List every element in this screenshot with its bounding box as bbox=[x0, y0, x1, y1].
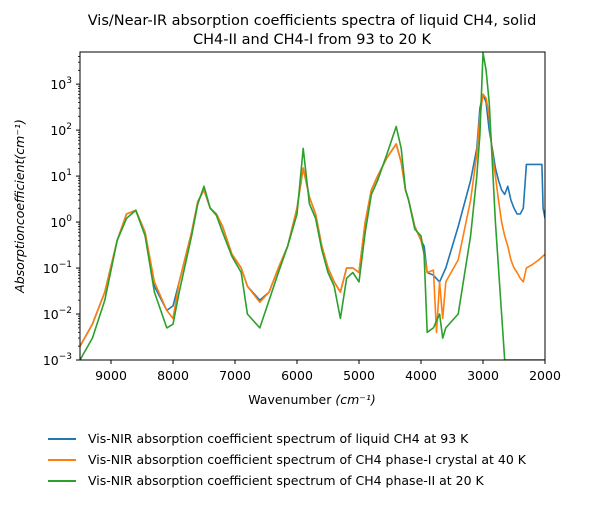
x-axis-label: Wavenumber (cm⁻¹) bbox=[248, 392, 376, 407]
y-tick-label: 102 bbox=[50, 122, 72, 138]
y-tick-label: 10−3 bbox=[43, 352, 72, 368]
legend-swatch-phase-i bbox=[48, 458, 76, 461]
chart-title-line-2: CH4-II and CH4-I from 93 to 20 K bbox=[193, 32, 432, 48]
x-axis-label-text: Wavenumber bbox=[248, 392, 332, 407]
x-tick-label: 4000 bbox=[405, 368, 437, 383]
legend-item-liquid: Vis-NIR absorption coefficient spectrum … bbox=[46, 428, 526, 449]
chart-title-line-1: Vis/Near-IR absorption coefficients spec… bbox=[88, 13, 537, 29]
y-axis: 10−3 10−2 10−1 100 101 102 103 bbox=[43, 56, 80, 368]
series-phase-i bbox=[80, 93, 545, 347]
x-tick-label: 5000 bbox=[343, 368, 375, 383]
legend-item-phase-ii: Vis-NIR absorption coefficient spectrum … bbox=[46, 470, 526, 491]
y-tick-label: 10−2 bbox=[43, 306, 72, 322]
y-tick-label: 103 bbox=[50, 76, 72, 92]
x-tick-label: 2000 bbox=[529, 368, 561, 383]
x-tick-label: 9000 bbox=[95, 368, 127, 383]
plot-frame bbox=[79, 51, 546, 361]
legend-swatch-liquid bbox=[48, 437, 76, 440]
legend-label-phase-i: Vis-NIR absorption coefficient spectrum … bbox=[88, 452, 526, 467]
y-axis-label: Absorptioncoefficient(cm⁻¹) bbox=[12, 119, 27, 294]
y-tick-label: 10−1 bbox=[43, 260, 72, 276]
series-layer bbox=[80, 52, 545, 360]
legend-item-phase-i: Vis-NIR absorption coefficient spectrum … bbox=[46, 449, 526, 470]
x-axis: 9000 8000 7000 6000 5000 4000 3000 2000 bbox=[95, 360, 561, 383]
x-tick-label: 8000 bbox=[157, 368, 189, 383]
legend: Vis-NIR absorption coefficient spectrum … bbox=[46, 428, 526, 491]
series-liquid-ch4 bbox=[80, 93, 545, 347]
legend-label-phase-ii: Vis-NIR absorption coefficient spectrum … bbox=[88, 473, 484, 488]
legend-swatch-phase-ii bbox=[48, 479, 76, 482]
x-axis-label-unit: (cm⁻¹) bbox=[335, 392, 375, 407]
x-tick-label: 6000 bbox=[281, 368, 313, 383]
y-tick-label: 100 bbox=[50, 214, 72, 230]
legend-label-liquid: Vis-NIR absorption coefficient spectrum … bbox=[88, 431, 469, 446]
x-tick-label: 3000 bbox=[467, 368, 499, 383]
series-phase-ii bbox=[80, 52, 545, 360]
y-tick-label: 101 bbox=[50, 168, 72, 184]
x-tick-label: 7000 bbox=[219, 368, 251, 383]
